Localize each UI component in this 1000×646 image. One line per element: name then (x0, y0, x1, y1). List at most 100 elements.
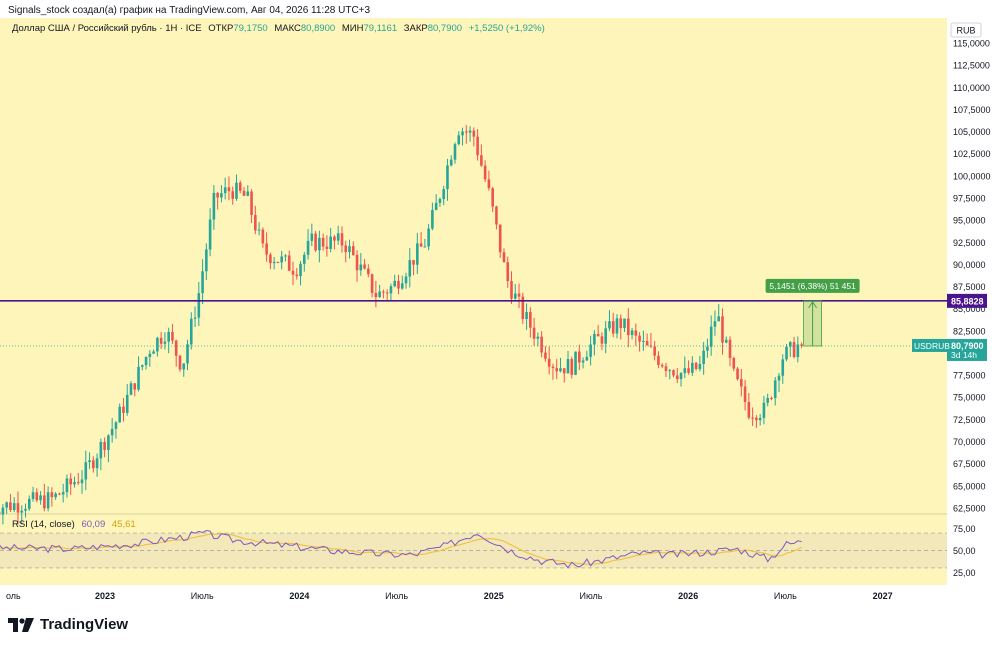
candle-body (649, 345, 653, 347)
candle-body (88, 460, 91, 463)
legend-low-label: МИН (342, 23, 364, 34)
candle-body (280, 256, 283, 263)
candle-body (197, 293, 201, 318)
candle-body (220, 193, 223, 198)
candle-body (400, 283, 404, 289)
time-tick-label: Июль (580, 591, 603, 601)
candle-body (706, 346, 709, 351)
candle-body (318, 237, 321, 251)
candle-body (144, 356, 148, 366)
price-range-measure[interactable]: 5,1451 (6,38%) 51 451 (765, 278, 860, 347)
currency-badge[interactable] (950, 22, 982, 38)
time-tick-label: 2023 (95, 591, 115, 601)
candle-body (724, 339, 728, 343)
candle-body (1, 507, 5, 515)
candle-body (593, 333, 596, 345)
candle-body (137, 366, 140, 390)
candle-body (679, 373, 683, 380)
time-tick-label: оль (6, 591, 21, 601)
candle-body (250, 191, 253, 215)
candle-body (118, 406, 121, 423)
candle-body (16, 503, 20, 513)
candle-body (453, 144, 457, 160)
tradingview-wordmark: TradingView (40, 616, 129, 633)
rsi-indicator (0, 529, 947, 569)
legend-open-label: ОТКР (208, 23, 233, 34)
candle-body (12, 503, 16, 511)
rsi-tick-label: 75,00 (953, 524, 976, 534)
candle-body (747, 402, 751, 418)
candle-body (416, 243, 419, 265)
candle-body (517, 293, 521, 297)
price-tick-label: 82,5000 (953, 326, 986, 336)
candle-body (212, 192, 216, 220)
candle-body (382, 291, 385, 293)
candle-body (24, 508, 27, 511)
candle-body (446, 165, 449, 190)
symbol-tag-text: USDRUB (914, 341, 950, 351)
price-tick-label: 115,0000 (953, 39, 990, 49)
candle-body (261, 229, 265, 244)
price-chart[interactable]: 5,1451 (6,38%) 51 451 115,0000112,500011… (0, 18, 1000, 608)
price-axis[interactable]: 115,0000 112,5000 110,0000 107,5000 105,0000… (912, 39, 991, 578)
candle-body (562, 368, 566, 374)
candle-body (284, 255, 287, 257)
candle-body (717, 316, 721, 322)
rsi-value: 60,09 (81, 519, 105, 530)
candle-body (201, 271, 204, 294)
candle-body (551, 366, 555, 369)
candle-body (389, 286, 393, 294)
candle-body (668, 370, 672, 372)
legend-high-label: МАКС (274, 23, 301, 34)
candle-body (796, 344, 800, 358)
tradingview-logo[interactable]: TradingView (8, 616, 128, 633)
candle-body (359, 264, 363, 271)
candle-body (208, 219, 212, 250)
candle-body (54, 493, 57, 498)
time-tick-label: Июль (385, 591, 408, 601)
rsi-legend: RSI (14, close) 60,09 45,61 (12, 519, 136, 530)
candle-body (449, 159, 453, 166)
candle-body (506, 262, 510, 282)
candle-body (740, 379, 743, 387)
candle-body (570, 359, 574, 375)
candle-body (457, 135, 461, 145)
candle-body (167, 331, 170, 342)
candle-body (404, 276, 408, 284)
time-tick-label: Июль (191, 591, 214, 601)
candle-body (638, 335, 641, 342)
legend-symbol: Доллар США / Российский рубль · 1Н · ICE (12, 23, 202, 34)
candle-body (344, 245, 348, 253)
candle-body (125, 394, 129, 413)
rsi-tick-label: 25,00 (953, 568, 976, 578)
price-tick-label: 70,0000 (953, 437, 986, 447)
candle-body (129, 383, 133, 395)
candle-body (227, 187, 231, 192)
time-axis[interactable]: оль 2023 Июль 2024 Июль 2025 Июль 2026 Июль 2027 (6, 591, 893, 601)
candle-body (152, 351, 155, 354)
candle-body (491, 188, 494, 207)
candle-body (205, 249, 208, 272)
candle-body (193, 317, 197, 319)
rsi-tick-label: 50,00 (953, 546, 976, 556)
price-tick-label: 100,0000 (953, 171, 991, 181)
candle-body (397, 280, 400, 289)
candle-body (476, 136, 479, 156)
candle-body (340, 233, 344, 246)
candle-body (314, 233, 317, 251)
candle-body (370, 274, 374, 293)
candle-body (257, 229, 261, 231)
candle-body (781, 359, 785, 376)
candle-body (5, 502, 8, 508)
candle-body (419, 243, 423, 247)
price-tick-label: 95,0000 (953, 216, 986, 226)
candle-body (521, 296, 525, 320)
candle-body (672, 370, 675, 376)
candle-body (585, 356, 589, 361)
candle-body (61, 492, 65, 495)
candle-body (434, 202, 438, 211)
price-tick-label: 65,0000 (953, 481, 986, 491)
candle-body (713, 321, 717, 327)
candle-body (758, 417, 762, 421)
candle-body (114, 422, 118, 429)
